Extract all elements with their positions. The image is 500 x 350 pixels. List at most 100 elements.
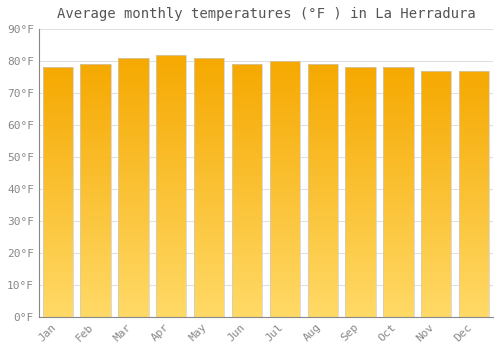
Bar: [194, 60, 224, 61]
Bar: [421, 186, 452, 187]
Bar: [346, 124, 376, 126]
Bar: [384, 114, 414, 116]
Bar: [459, 304, 490, 305]
Bar: [156, 177, 186, 179]
Bar: [118, 274, 148, 275]
Bar: [232, 315, 262, 317]
Bar: [42, 89, 73, 91]
Bar: [42, 219, 73, 220]
Bar: [156, 262, 186, 264]
Bar: [194, 130, 224, 132]
Bar: [42, 97, 73, 99]
Bar: [156, 236, 186, 238]
Bar: [270, 102, 300, 104]
Bar: [308, 303, 338, 305]
Bar: [346, 144, 376, 146]
Bar: [308, 123, 338, 125]
Bar: [232, 84, 262, 86]
Bar: [270, 61, 300, 63]
Bar: [42, 259, 73, 260]
Bar: [80, 248, 110, 250]
Bar: [459, 80, 490, 82]
Bar: [308, 219, 338, 221]
Bar: [118, 265, 148, 267]
Bar: [156, 315, 186, 317]
Bar: [459, 97, 490, 98]
Bar: [80, 300, 110, 302]
Bar: [80, 159, 110, 160]
Bar: [80, 123, 110, 125]
Bar: [384, 111, 414, 112]
Bar: [459, 187, 490, 189]
Bar: [270, 296, 300, 298]
Bar: [156, 200, 186, 202]
Bar: [346, 104, 376, 106]
Bar: [80, 290, 110, 292]
Bar: [156, 172, 186, 174]
Bar: [156, 58, 186, 60]
Bar: [270, 264, 300, 266]
Bar: [42, 190, 73, 192]
Bar: [118, 156, 148, 158]
Bar: [421, 292, 452, 294]
Bar: [270, 247, 300, 248]
Bar: [194, 243, 224, 244]
Bar: [421, 87, 452, 89]
Bar: [384, 79, 414, 81]
Bar: [459, 166, 490, 167]
Bar: [194, 199, 224, 201]
Bar: [156, 196, 186, 198]
Bar: [270, 177, 300, 179]
Bar: [156, 139, 186, 140]
Bar: [308, 199, 338, 201]
Bar: [194, 222, 224, 224]
Bar: [384, 76, 414, 77]
Bar: [270, 186, 300, 187]
Bar: [346, 285, 376, 287]
Bar: [421, 151, 452, 153]
Bar: [270, 272, 300, 274]
Bar: [270, 191, 300, 192]
Bar: [459, 251, 490, 253]
Bar: [270, 86, 300, 88]
Bar: [270, 279, 300, 281]
Bar: [459, 177, 490, 179]
Bar: [194, 205, 224, 206]
Bar: [346, 235, 376, 237]
Bar: [156, 88, 186, 90]
Bar: [270, 111, 300, 112]
Bar: [80, 253, 110, 254]
Bar: [308, 308, 338, 310]
Bar: [118, 241, 148, 243]
Bar: [118, 268, 148, 270]
Bar: [118, 158, 148, 160]
Bar: [346, 102, 376, 104]
Bar: [421, 261, 452, 262]
Bar: [156, 284, 186, 285]
Bar: [346, 86, 376, 88]
Bar: [308, 273, 338, 275]
Bar: [118, 170, 148, 172]
Bar: [118, 308, 148, 310]
Bar: [346, 194, 376, 195]
Bar: [118, 175, 148, 177]
Bar: [421, 92, 452, 93]
Bar: [156, 189, 186, 191]
Bar: [80, 312, 110, 314]
Bar: [346, 175, 376, 177]
Bar: [118, 104, 148, 106]
Bar: [270, 107, 300, 109]
Bar: [384, 282, 414, 284]
Bar: [118, 115, 148, 117]
Bar: [194, 134, 224, 135]
Bar: [346, 265, 376, 267]
Bar: [232, 231, 262, 233]
Bar: [232, 287, 262, 288]
Bar: [118, 113, 148, 115]
Bar: [346, 215, 376, 217]
Bar: [80, 130, 110, 132]
Bar: [194, 251, 224, 253]
Bar: [194, 291, 224, 293]
Bar: [156, 81, 186, 83]
Bar: [270, 119, 300, 121]
